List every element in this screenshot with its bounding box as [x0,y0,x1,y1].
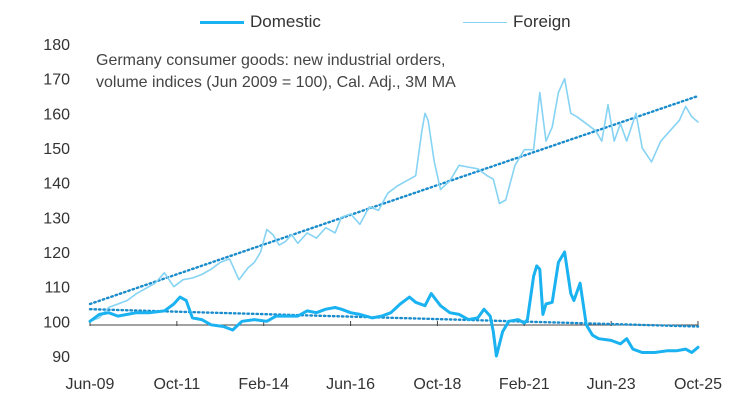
x-tick-label-3: Jun-16 [326,376,375,393]
y-axis: 90 100 110 120 130 140 150 160 170 180 [43,37,70,366]
legend-swatch-domestic [200,20,244,24]
annotation-line-1: Germany consumer goods: new industrial o… [96,52,446,69]
chart-annotation: Germany consumer goods: new industrial o… [96,50,456,94]
series-line-foreign [89,77,699,323]
legend: Domestic Foreign [0,12,738,36]
y-tick-label-140: 140 [43,176,70,193]
series-lines [88,77,700,358]
y-tick-label-160: 160 [43,106,70,123]
series-line-domestic [88,250,700,358]
x-tick-label-4: Oct-18 [413,376,461,393]
trendline-foreign [88,94,700,306]
y-tick-label-110: 110 [44,280,70,297]
y-tick-label-170: 170 [43,72,70,89]
legend-item-foreign: Foreign [463,12,571,32]
x-tick-label-6: Jun-23 [587,376,636,393]
y-tick-label-120: 120 [43,245,70,262]
y-tick-label-150: 150 [43,141,70,158]
x-axis: Jun-09 Oct-11 Feb-14 Jun-16 Oct-18 Feb-21 Jun-… [66,321,722,393]
y-tick-label-180: 180 [43,37,70,54]
x-tick-label-5: Feb-21 [499,376,550,393]
legend-item-domestic: Domestic [200,12,321,32]
x-tick-label-2: Feb-14 [238,376,289,393]
trendlines [88,94,700,328]
y-tick-label-100: 100 [43,314,70,331]
x-tick-label-7: Oct-25 [674,376,722,393]
x-tick-label-1: Oct-11 [153,376,200,393]
legend-label-domestic: Domestic [250,12,321,31]
y-tick-label-130: 130 [43,210,70,227]
annotation-line-2: volume indices (Jun 2009 = 100), Cal. Ad… [96,74,456,91]
legend-swatch-foreign [463,21,507,23]
x-tick-label-0: Jun-09 [66,376,115,393]
y-tick-label-90: 90 [52,349,70,366]
legend-label-foreign: Foreign [513,12,571,31]
